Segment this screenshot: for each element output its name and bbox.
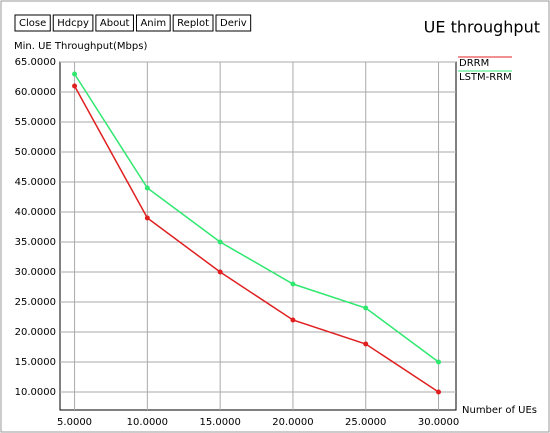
data-point: [290, 317, 296, 323]
button[interactable]: [135, 14, 171, 32]
y-tick-label: 10.0000: [15, 387, 56, 398]
button-label[interactable]: Anim: [140, 18, 166, 29]
y-tick-label: 50.0000: [15, 147, 56, 158]
data-point: [290, 281, 296, 287]
button-label[interactable]: Hdcpy: [57, 18, 89, 29]
y-tick-label: 25.0000: [15, 297, 56, 308]
x-tick-label: 5.0000: [57, 417, 92, 428]
x-tick-label: 15.0000: [199, 417, 240, 428]
data-point: [363, 341, 369, 347]
y-tick-label: 40.0000: [15, 207, 56, 218]
y-axis-label: Min. UE Throughput(Mbps): [14, 41, 147, 52]
button-label[interactable]: About: [100, 18, 130, 29]
button[interactable]: [52, 14, 94, 32]
y-tick-label: 35.0000: [15, 237, 56, 248]
y-tick-label: 20.0000: [15, 327, 56, 338]
data-point: [436, 389, 442, 395]
y-tick-label: 30.0000: [15, 267, 56, 278]
data-point: [144, 215, 150, 221]
data-point: [217, 269, 223, 275]
button-label[interactable]: Deriv: [220, 18, 247, 29]
y-tick-label: 65.0000: [15, 57, 56, 68]
button-label[interactable]: Replot: [177, 18, 209, 29]
button-label[interactable]: Close: [19, 18, 46, 29]
x-tick-label: 10.0000: [127, 417, 168, 428]
button[interactable]: [172, 14, 214, 32]
data-point: [72, 83, 78, 89]
legend-label: LSTM-RRM: [459, 72, 512, 83]
button[interactable]: [95, 14, 134, 32]
x-tick-label: 20.0000: [272, 417, 313, 428]
x-axis-label: Number of UEs: [462, 405, 537, 416]
y-tick-label: 15.0000: [15, 357, 56, 368]
y-tick-label: 45.0000: [15, 177, 56, 188]
button[interactable]: [14, 14, 51, 32]
chart-title: UE throughput: [424, 18, 540, 37]
y-tick-label: 55.0000: [15, 117, 56, 128]
y-tick-label: 60.0000: [15, 87, 56, 98]
series-line: [73, 73, 439, 363]
x-tick-label: 30.0000: [418, 417, 459, 428]
legend-label: DRRM: [459, 58, 489, 69]
series-line: [73, 85, 439, 393]
data-point: [363, 305, 369, 311]
data-point: [217, 239, 223, 245]
data-point: [72, 71, 78, 77]
x-tick-label: 25.0000: [345, 417, 386, 428]
data-point: [144, 185, 150, 191]
button[interactable]: [215, 14, 252, 32]
data-point: [436, 359, 442, 365]
